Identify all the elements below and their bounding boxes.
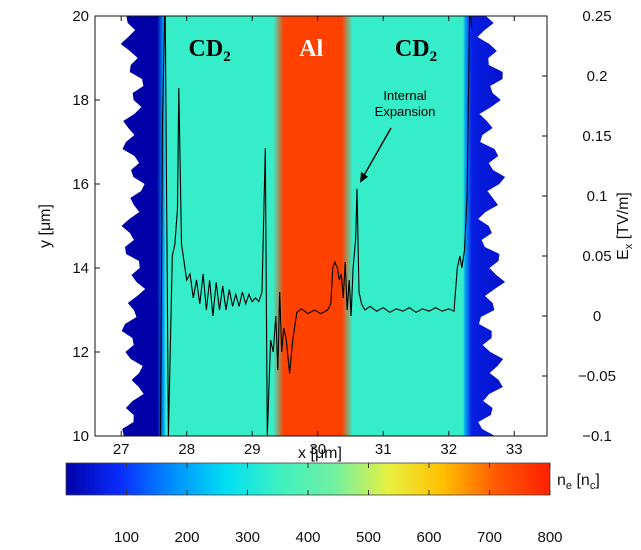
x-tick-label-4: 31 [375,441,392,458]
annotation-line-2: Expansion [375,104,436,119]
plot-frame [94,15,548,437]
y-axis: 10 12 14 16 18 20 [72,8,100,445]
y2-tick-label-3: 0.05 [582,248,611,265]
region-label-2: Al [299,36,323,62]
y-tick-label-1: 12 [72,344,89,361]
colorbar-tick-label-4: 500 [356,529,381,546]
colorbar-label: ne [nc] [557,472,600,492]
annotation-arrow [361,127,392,180]
colorbar-tick-label-7: 800 [537,529,562,546]
y2-tick-label-4: 0.1 [587,188,608,205]
y2-tick-label-7: 0.25 [582,8,611,25]
y2-tick-label-1: −0.05 [578,368,616,385]
region-label-3: CD2 [395,36,437,65]
annotation-line-1: Internal [383,88,426,103]
colorbar-tick-label-3: 400 [295,529,320,546]
annotation-text: Internal Expansion [375,88,436,119]
x-tick-label-5: 32 [440,441,457,458]
x-tick-label-3: 30 [309,441,326,458]
colorbar-ticks: 100 200 300 400 500 600 700 800 [114,463,563,546]
y-tick-label-3: 16 [72,176,89,193]
y2-tick-label-6: 0.2 [587,68,608,85]
density-field [95,16,547,436]
x-axis: 27 28 29 30 31 32 33 [113,16,523,458]
left-plasma-edge [95,16,146,436]
plot-area: CD2 Al CD2 Internal Expansion [95,16,547,436]
region-label-1: CD2 [189,36,231,65]
x-axis-title: x [μm] [298,445,342,462]
colorbar-tick-label-2: 300 [235,529,260,546]
y2-tick-label-2: 0 [593,308,601,325]
x-tick-label-2: 29 [244,441,261,458]
ex-field-series [159,16,473,436]
y-tick-label-0: 10 [72,428,89,445]
y2-tick-label-0: −0.1 [582,428,612,445]
colorbar-tick-label-6: 700 [477,529,502,546]
x-tick-label-0: 27 [113,441,130,458]
internal-expansion-annotation: Internal Expansion [360,88,435,183]
y-tick-label-5: 20 [72,8,89,25]
y2-axis-title: Ex [TV/m] [615,192,635,260]
colorbar-tick-label-0: 100 [114,529,139,546]
region-labels: CD2 Al CD2 [189,36,438,65]
y2-axis: −0.1 −0.05 0 0.05 0.1 0.15 0.2 0.25 [542,8,616,445]
right-plasma-edge [477,16,547,436]
y2-tick-label-5: 0.15 [582,128,611,145]
colorbar-tick-label-5: 600 [416,529,441,546]
y-tick-label-2: 14 [72,260,89,277]
y-axis-title: y [μm] [37,204,54,248]
ex-series-line [159,16,473,436]
colorbar-tick-label-1: 200 [174,529,199,546]
y-tick-label-4: 18 [72,92,89,109]
x-tick-label-1: 28 [178,441,195,458]
x-tick-label-6: 33 [506,441,523,458]
annotation-arrowhead [360,171,369,183]
